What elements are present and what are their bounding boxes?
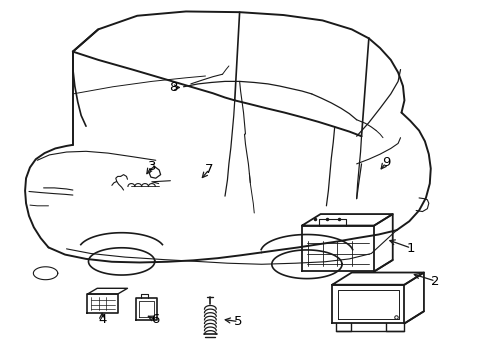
Text: 9: 9 [381,156,389,169]
Text: 2: 2 [430,275,439,288]
Text: 4: 4 [98,312,106,326]
Text: 8: 8 [169,81,178,94]
Text: 3: 3 [147,160,156,173]
Text: 1: 1 [406,242,415,255]
Text: 6: 6 [151,313,160,327]
Text: 7: 7 [205,163,213,176]
Text: 5: 5 [234,315,243,328]
